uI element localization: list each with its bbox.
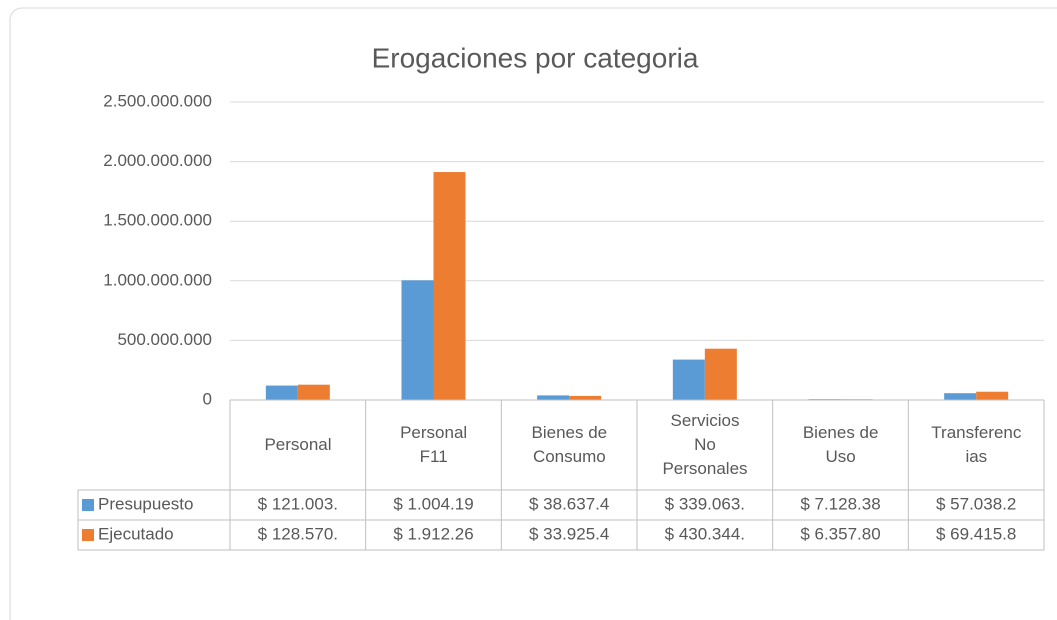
table-value: $ 33.925.4 — [529, 524, 609, 543]
bar — [704, 348, 737, 400]
bar — [569, 395, 602, 400]
x-tick-label: Personal — [264, 435, 332, 454]
table-value: $ 7.128.38 — [800, 494, 880, 513]
legend-label: Presupuesto — [98, 494, 193, 513]
bar — [433, 172, 466, 400]
table-value: $ 6.357.80 — [800, 524, 880, 543]
bar — [976, 391, 1009, 400]
x-tick-label: Transferencias — [931, 423, 1022, 466]
table-value: $ 430.344. — [665, 524, 745, 543]
bar — [265, 385, 298, 400]
chart-title: Erogaciones por categoria — [372, 42, 699, 73]
y-tick-label: 1.500.000.000 — [103, 211, 212, 230]
x-tick-label: Personal F11 — [400, 423, 468, 466]
bar — [672, 359, 705, 400]
bar — [944, 393, 977, 400]
y-tick-label: 1.000.000.000 — [103, 270, 212, 289]
bar — [537, 395, 570, 400]
chart-frame — [9, 7, 1057, 620]
x-tick-label: Bienes de Uso — [802, 423, 879, 466]
table-value: $ 1.912.26 — [393, 524, 473, 543]
legend-swatch — [82, 499, 94, 511]
bar — [297, 384, 330, 400]
table-value: $ 69.415.8 — [936, 524, 1016, 543]
table-value: $ 339.063. — [665, 494, 745, 513]
y-tick-label: 0 — [203, 389, 212, 408]
legend-label: Ejecutado — [98, 524, 174, 543]
table-value: $ 57.038.2 — [936, 494, 1016, 513]
table-value: $ 121.003. — [258, 494, 338, 513]
bar — [401, 280, 434, 400]
table-value: $ 38.637.4 — [529, 494, 609, 513]
table-value: $ 128.570. — [258, 524, 338, 543]
table-value: $ 1.004.19 — [393, 494, 473, 513]
x-tick-label: Bienes de Consumo — [531, 423, 608, 466]
y-tick-label: 2.000.000.000 — [103, 151, 212, 170]
y-tick-label: 2.500.000.000 — [103, 91, 212, 110]
legend-swatch — [82, 529, 94, 541]
y-tick-label: 500.000.000 — [117, 330, 212, 349]
x-tick-label: Servicios No Personales — [662, 411, 748, 478]
